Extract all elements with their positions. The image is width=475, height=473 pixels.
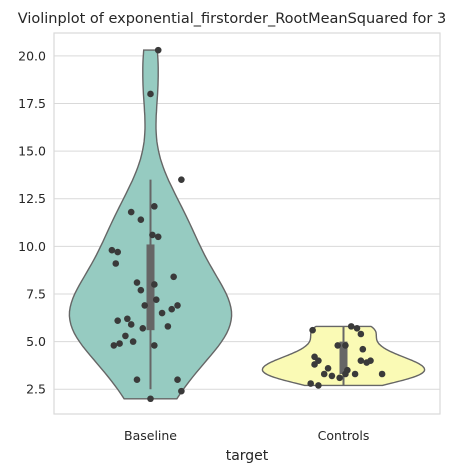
y-tick-label: 20.0 <box>18 48 46 63</box>
data-point <box>149 231 156 239</box>
data-point <box>147 90 154 98</box>
data-point <box>334 342 342 349</box>
y-tick-label: 2.5 <box>26 382 46 397</box>
data-point <box>154 46 162 54</box>
data-point <box>139 324 147 332</box>
data-point <box>351 370 359 378</box>
data-point <box>347 323 355 330</box>
data-point <box>309 326 316 334</box>
data-point <box>151 203 158 210</box>
data-point <box>151 342 158 349</box>
data-point <box>328 372 336 380</box>
x-axis-label: target <box>226 448 269 464</box>
data-point <box>357 330 365 338</box>
data-point <box>363 359 370 366</box>
chart-title: Violinplot of exponential_firstorder_Roo… <box>18 11 446 27</box>
data-point <box>336 374 343 382</box>
data-point <box>170 273 177 281</box>
data-point <box>147 395 154 403</box>
data-point <box>178 387 185 395</box>
violin-iqr-box <box>146 244 155 331</box>
data-point <box>151 281 158 288</box>
data-point <box>129 338 137 345</box>
violin-iqr-box <box>339 341 348 374</box>
data-point <box>133 376 141 384</box>
data-point <box>108 246 116 254</box>
y-tick-label: 5.0 <box>26 334 46 349</box>
data-point <box>110 342 118 349</box>
data-point <box>158 309 166 317</box>
data-point <box>342 342 349 349</box>
data-point <box>378 370 386 378</box>
data-point <box>324 364 332 372</box>
data-point <box>178 176 185 183</box>
data-point <box>127 208 135 216</box>
x-tick-label: Controls <box>318 428 370 443</box>
data-point <box>114 248 121 256</box>
data-point <box>359 345 367 353</box>
data-point <box>353 324 361 332</box>
data-point <box>174 302 181 309</box>
data-point <box>141 302 149 309</box>
data-point <box>164 323 172 330</box>
data-point <box>315 382 322 389</box>
data-point <box>116 340 123 347</box>
data-point <box>168 305 176 313</box>
data-point <box>124 315 131 323</box>
data-point <box>357 357 365 364</box>
data-point <box>127 321 135 328</box>
y-tick-label: 17.5 <box>18 96 46 111</box>
y-tick-label: 7.5 <box>26 286 46 301</box>
data-point <box>307 380 314 387</box>
data-point <box>154 233 162 241</box>
plot-frame <box>53 32 441 415</box>
x-tick-label: Baseline <box>124 428 177 443</box>
y-tick-label: 10.0 <box>18 239 46 254</box>
y-tick-label: 12.5 <box>18 191 46 206</box>
data-point <box>342 370 349 378</box>
data-point <box>114 317 121 324</box>
data-point <box>320 370 328 378</box>
data-point <box>152 296 160 304</box>
data-point <box>112 260 120 267</box>
data-point <box>174 376 181 384</box>
data-point <box>137 286 145 294</box>
data-point <box>122 332 129 340</box>
data-point <box>137 216 145 223</box>
data-point <box>133 279 141 286</box>
data-point <box>311 361 318 368</box>
y-tick-label: 15.0 <box>18 144 46 159</box>
plot-area: 2.5 5.0 7.5 10.0 12.5 15.0 17.5 20.0 Baseline Con… <box>18 32 441 443</box>
